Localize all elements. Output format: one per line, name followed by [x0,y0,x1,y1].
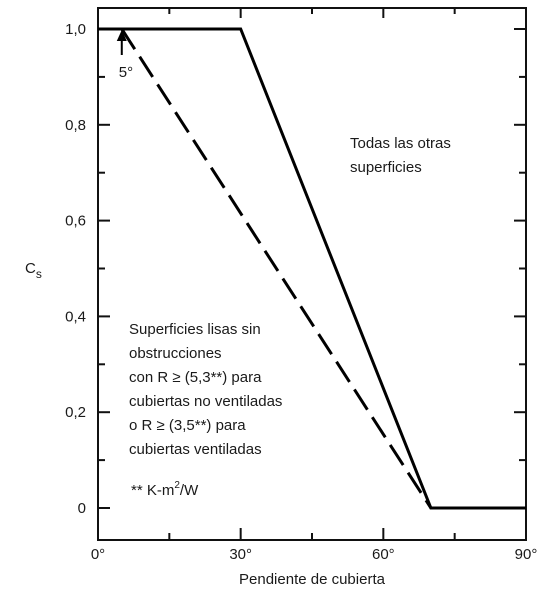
other-surfaces-line: Todas las otras [350,135,451,152]
smooth-surfaces-line: cubiertas ventiladas [129,441,262,458]
units-note-main: ** K-m [131,482,174,499]
data-series [98,27,526,510]
y-axis-label: Cs [25,260,42,281]
axis-ticks: 0 0,2 0,4 0,6 0,8 1,0 0° 30° 60° 90° [65,8,537,563]
arrow-head [116,30,127,41]
units-note-suffix: /W [180,482,199,499]
y-tick-label: 0,6 [65,213,86,230]
plot-frame [97,7,527,541]
other-surfaces-line: superficies [350,159,422,176]
x-tick-label: 30° [229,546,252,563]
y-tick-label: 1,0 [65,21,86,38]
x-tick-label: 0° [91,546,105,563]
annotations: 5° Todas las otras superficies Superficies … [116,30,451,499]
units-note: ** K-m2/W [131,480,199,499]
smooth-surfaces-line: obstrucciones [129,345,222,362]
y-axis-label-sub: s [36,267,42,281]
y-tick-label: 0,4 [65,308,86,325]
smooth-surfaces-line: cubiertas no ventiladas [129,393,282,410]
arrow-5deg-label: 5° [119,64,133,81]
smooth-surfaces-line: Superficies lisas sin [129,321,261,338]
x-axis-label: Pendiente de cubierta [239,571,386,588]
x-tick-label: 90° [515,546,538,563]
series-line-solid [98,27,526,510]
y-axis-label-main: C [25,260,36,277]
x-tick-label: 60° [372,546,395,563]
units-note-sup: 2 [174,480,180,491]
y-tick-label: 0 [78,500,86,517]
smooth-surfaces-line: con R ≥ (5,3**) para [129,369,262,386]
y-tick-label: 0,2 [65,404,86,421]
smooth-surfaces-line: o R ≥ (3,5**) para [129,417,246,434]
series-line-dashed [120,28,433,509]
y-tick-label: 0,8 [65,117,86,134]
